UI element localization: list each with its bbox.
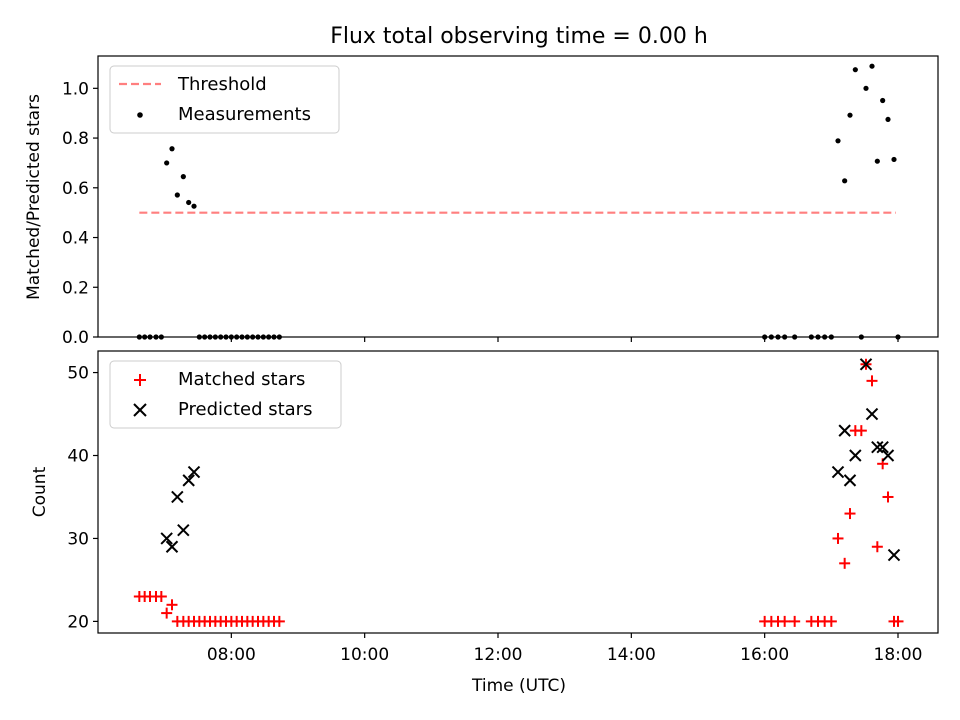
predicted-star-point <box>187 465 201 479</box>
top-axes: 0.0 0.2 0.4 0.6 0.8 1.0 Matched/Predicted sta… <box>24 55 939 348</box>
predicted-star-point <box>876 441 889 454</box>
measurement-point <box>869 63 875 69</box>
matched-star-point <box>273 615 285 627</box>
measurement-point <box>891 156 897 163</box>
measurement-point <box>835 138 841 144</box>
bottom-x-tick-label: 14:00 <box>607 645 656 665</box>
matched-star-point <box>161 607 173 619</box>
bottom-y-ticks: 20 30 40 50 <box>67 364 98 632</box>
measurement-point <box>885 116 891 123</box>
bottom-axes-frame <box>97 350 939 634</box>
top-y-label: Matched/Predicted stars <box>24 94 44 300</box>
matched-star-point <box>855 425 867 437</box>
measurement-point <box>174 192 180 198</box>
measurement-point <box>191 203 197 209</box>
legend-predicted-swatch <box>133 403 147 417</box>
bottom-x-ticks: 08:00 10:00 12:00 14:00 16:00 18:00 <box>207 633 923 665</box>
predicted-star-point <box>831 465 845 479</box>
legend-predicted-label: Predicted stars <box>178 399 312 420</box>
bottom-y-tick-label: 30 <box>67 529 89 549</box>
predicted-star-point <box>859 358 873 371</box>
bottom-y-tick-label: 40 <box>67 447 89 467</box>
predicted-star-point <box>843 474 857 487</box>
figure-title: Flux total observing time = 0.00 h <box>330 24 708 49</box>
bottom-y-tick-label: 50 <box>67 364 89 384</box>
top-y-tick-label: 0.2 <box>62 278 89 298</box>
legend-threshold-label: Threshold <box>177 74 267 95</box>
measurement-point <box>874 158 880 164</box>
matched-star-point <box>839 557 851 569</box>
legend-matched-label: Matched stars <box>178 369 305 390</box>
top-y-tick-label: 0.4 <box>62 229 89 249</box>
predicted-star-point <box>887 548 901 562</box>
predicted-star-point <box>182 474 195 487</box>
predicted-star-point <box>881 449 895 462</box>
bottom-x-tick-label: 18:00 <box>874 645 923 665</box>
bottom-x-tick-label: 08:00 <box>207 645 256 665</box>
matched-star-point <box>892 615 904 627</box>
top-axes-frame <box>97 55 939 338</box>
bottom-x-tick-label: 12:00 <box>474 645 523 665</box>
legend-measurements-swatch <box>137 112 143 118</box>
matched-star-point <box>155 591 167 603</box>
predicted-star-point <box>177 523 190 537</box>
legend-measurements-label: Measurements <box>178 104 311 125</box>
matched-star-point <box>871 541 883 553</box>
bottom-y-label: Count <box>30 466 50 517</box>
bottom-legend: Matched stars Predicted stars <box>109 360 342 429</box>
matched-star-point <box>866 375 878 387</box>
top-legend-box <box>109 65 340 134</box>
measurement-point <box>880 97 886 104</box>
predicted-star-point <box>849 449 862 462</box>
measurement-point <box>842 178 848 184</box>
measurement-point <box>847 112 853 118</box>
bottom-plot-area <box>133 358 904 627</box>
matched-star-point <box>789 615 801 627</box>
predicted-star-point <box>160 532 173 545</box>
predicted-star-point <box>865 407 879 421</box>
top-legend: Threshold Measurements <box>109 65 340 134</box>
measurement-point <box>863 85 869 91</box>
matched-star-point <box>882 491 894 503</box>
bottom-x-label: Time (UTC) <box>471 676 566 696</box>
matched-star-point <box>166 599 178 611</box>
matched-star-point <box>844 508 856 520</box>
matched-star-point <box>832 532 844 544</box>
top-x-ticks <box>230 337 899 342</box>
bottom-x-tick-label: 10:00 <box>340 645 389 665</box>
predicted-star-point <box>871 441 884 454</box>
top-y-tick-label: 0.6 <box>62 179 89 199</box>
top-y-tick-label: 1.0 <box>62 79 89 99</box>
measurement-point <box>186 199 192 206</box>
top-y-tick-label: 0.8 <box>62 129 89 149</box>
top-plot-area <box>136 63 901 340</box>
bottom-legend-box <box>109 360 342 429</box>
matched-star-point <box>779 615 791 627</box>
top-y-tick-label: 0.0 <box>62 328 89 348</box>
measurement-point <box>852 67 858 73</box>
matched-star-point <box>825 615 837 627</box>
measurement-point <box>164 160 170 166</box>
legend-matched-swatch <box>134 374 146 386</box>
bottom-x-tick-label: 16:00 <box>740 645 789 665</box>
predicted-star-point <box>838 424 851 437</box>
top-y-ticks: 0.0 0.2 0.4 0.6 0.8 1.0 <box>62 79 98 348</box>
measurement-point <box>169 146 175 152</box>
measurement-point <box>180 174 186 180</box>
predicted-star-point <box>165 540 179 553</box>
bottom-y-tick-label: 20 <box>67 612 89 632</box>
predicted-star-point <box>171 490 184 504</box>
